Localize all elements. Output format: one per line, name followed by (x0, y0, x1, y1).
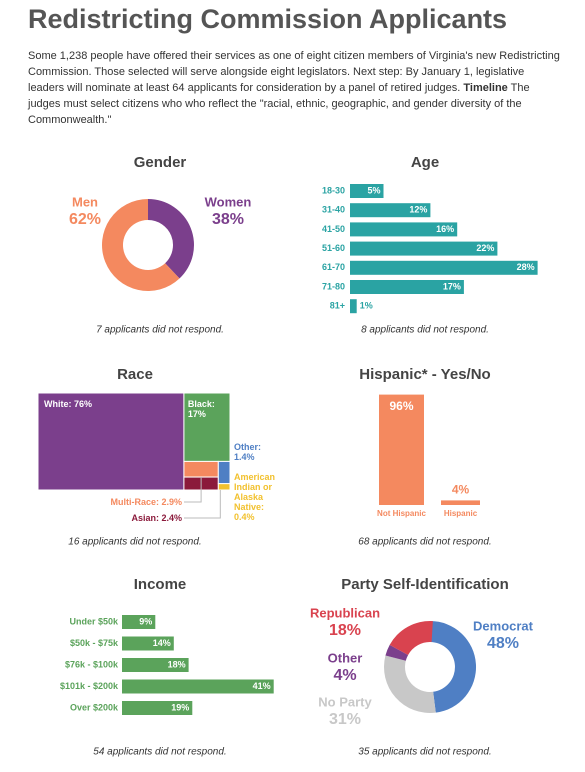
category-label: 81+ (330, 301, 345, 311)
chart-note: 8 applicants did not respond. (361, 325, 489, 336)
slice-label: Other (328, 650, 363, 665)
value-label: 41% (253, 681, 271, 691)
timeline-link[interactable]: Timeline (463, 82, 508, 94)
chart-title: Age (411, 154, 439, 171)
pie-slice (101, 198, 180, 291)
treemap-cell (217, 460, 231, 485)
value-label: 14% (153, 638, 171, 648)
bar (350, 203, 431, 218)
cell-label: White: 76% (44, 399, 93, 409)
bar (441, 500, 480, 505)
slice-label: Democrat (473, 618, 534, 633)
value-label: 5% (367, 185, 380, 195)
slice-label: Republican (310, 605, 380, 620)
intro-rest: The judges must select citizens who who … (28, 82, 530, 126)
pie-slice (385, 644, 409, 661)
treemap-cell (217, 483, 231, 491)
pie-slice (148, 199, 194, 279)
category-label: Not Hispanic (377, 509, 426, 518)
cell-label: Asian: 2.4% (131, 513, 182, 523)
pie-slice (384, 655, 436, 714)
slice-value: 62% (69, 211, 101, 228)
intro-text: Some 1,238 people have offered their ser… (28, 50, 560, 94)
bar (122, 636, 174, 651)
treemap-cell (37, 392, 185, 491)
category-label: 61-70 (322, 262, 345, 272)
bar (350, 260, 538, 275)
slice-label: Women (205, 194, 252, 209)
chart-note: 68 applicants did not respond. (358, 537, 491, 548)
bar (122, 615, 156, 629)
bar (122, 701, 193, 715)
value-label: 12% (409, 205, 427, 215)
chart-title: Race (117, 366, 153, 383)
chart-title: Income (134, 576, 187, 593)
cell-label: Multi-Race: 2.9% (110, 497, 182, 507)
category-label: $101k - $200k (60, 681, 119, 691)
value-label: 28% (517, 262, 535, 272)
value-label: 4% (452, 483, 470, 497)
slice-value: 31% (329, 711, 361, 728)
treemap-cell (183, 392, 231, 462)
slice-label: No Party (318, 694, 372, 709)
bar (350, 280, 464, 294)
chart-note: 54 applicants did not respond. (93, 747, 226, 758)
chart-title: Party Self-Identification (341, 576, 509, 593)
intro: Some 1,238 people have offered their ser… (28, 48, 563, 128)
chart-title: Hispanic* - Yes/No (359, 366, 490, 383)
page-title: Redistricting Commission Applicants (28, 4, 508, 34)
cell-label: American Indian or Alaska Native: 0.4% (234, 472, 276, 522)
bar (350, 184, 384, 198)
slice-value: 38% (212, 211, 244, 228)
bar (350, 222, 458, 237)
slice-value: 4% (333, 667, 356, 684)
chart-title: Gender (134, 154, 187, 171)
cell-label: Black: 17% (187, 399, 215, 419)
slice-value: 18% (329, 622, 361, 639)
category-label: 41-50 (322, 224, 345, 234)
bar (122, 679, 274, 694)
category-label: 31-40 (322, 205, 345, 215)
category-label: Under $50k (69, 616, 119, 626)
pie-slice (389, 620, 433, 655)
cell-label: Other: 1.4% (234, 442, 261, 462)
chart-note: 35 applicants did not respond. (358, 747, 491, 758)
category-label: 51-60 (322, 243, 345, 253)
chart-note: 16 applicants did not respond. (68, 537, 201, 548)
pie-slice (430, 621, 477, 713)
value-label: 9% (139, 616, 152, 626)
category-label: 18-30 (322, 185, 345, 195)
category-label: $76k - $100k (65, 659, 119, 669)
value-label: 19% (171, 702, 189, 712)
slice-label: Men (72, 194, 98, 209)
category-label: $50k - $75k (70, 638, 119, 648)
category-label: Hispanic (444, 509, 478, 518)
category-label: 71-80 (322, 281, 345, 291)
bar (350, 241, 498, 256)
category-label: Over $200k (70, 702, 119, 712)
connector (184, 490, 221, 519)
slice-value: 48% (487, 635, 519, 652)
treemap-cell (183, 460, 219, 478)
value-label: 17% (443, 281, 461, 291)
bar (350, 299, 357, 314)
connector (184, 477, 202, 503)
value-label: 22% (476, 243, 494, 253)
chart-note: 7 applicants did not respond. (96, 325, 224, 336)
bar (122, 658, 189, 672)
value-label: 16% (436, 224, 454, 234)
bar (379, 394, 424, 505)
value-label: 1% (360, 301, 373, 311)
value-label: 96% (389, 399, 413, 413)
value-label: 18% (168, 659, 186, 669)
